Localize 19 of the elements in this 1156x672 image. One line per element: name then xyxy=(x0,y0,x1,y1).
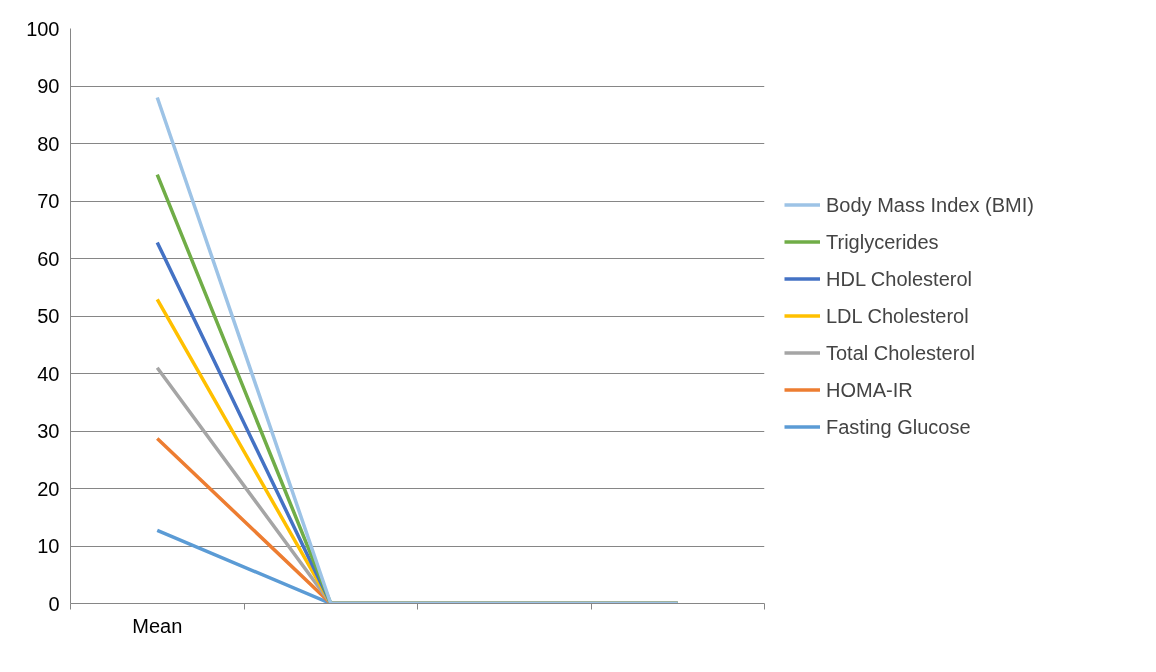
y-tick-label: 0 xyxy=(48,592,60,615)
y-tick-label: 100 xyxy=(26,17,60,40)
legend-label: Triglycerides xyxy=(826,230,939,253)
legend-label: HOMA-IR xyxy=(826,378,913,401)
x-tick-label: Mean xyxy=(132,614,183,637)
legend-label: Total Cholesterol xyxy=(826,341,975,364)
y-tick-label: 50 xyxy=(37,305,60,327)
y-tick-label: 30 xyxy=(37,420,60,442)
y-tick-label: 90 xyxy=(37,75,60,97)
y-tick-label: 80 xyxy=(37,132,60,155)
y-tick-label: 10 xyxy=(37,535,60,557)
y-tick-label: 20 xyxy=(37,477,60,500)
legend-label: Body Mass Index (BMI) xyxy=(826,193,1034,216)
y-tick-label: 60 xyxy=(37,247,60,270)
legend-label: Fasting Glucose xyxy=(826,415,971,438)
legend-label: HDL Cholesterol xyxy=(826,267,972,290)
y-tick-label: 70 xyxy=(37,190,60,212)
y-tick-label: 40 xyxy=(37,362,60,385)
legend-label: LDL Cholesterol xyxy=(826,304,969,327)
